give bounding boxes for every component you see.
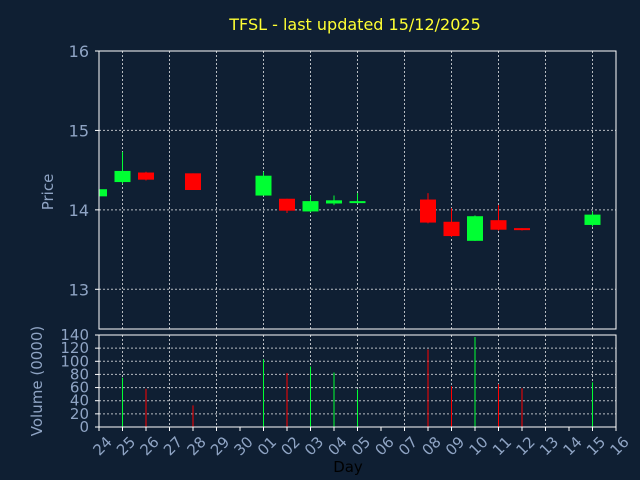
day-tick-label: 25 xyxy=(113,433,139,459)
candle-body xyxy=(99,189,107,197)
price-tick-label: 14 xyxy=(69,201,89,220)
day-tick-label: 10 xyxy=(466,433,492,459)
price-axis-label: Price xyxy=(39,174,57,211)
day-tick-label: 24 xyxy=(90,433,116,459)
price-tick-label: 13 xyxy=(69,280,89,299)
candle-body xyxy=(467,216,483,241)
day-tick-label: 04 xyxy=(325,433,351,459)
volume-tick-label: 20 xyxy=(70,405,89,423)
day-x-ticks: 2425262728293001020304050607080910111213… xyxy=(90,427,633,459)
day-tick-label: 12 xyxy=(513,433,539,459)
candle-body xyxy=(420,199,436,223)
volume-bars xyxy=(122,336,593,427)
candle-body xyxy=(490,220,507,230)
candle-body xyxy=(349,201,366,204)
volume-tick-label: 100 xyxy=(60,352,89,370)
candle-body xyxy=(255,175,272,196)
candle-body xyxy=(114,170,131,183)
day-tick-label: 08 xyxy=(419,433,445,459)
day-tick-label: 02 xyxy=(278,433,304,459)
candle-body xyxy=(584,214,601,225)
day-tick-label: 14 xyxy=(560,433,586,459)
day-tick-label: 05 xyxy=(348,433,374,459)
day-tick-label: 27 xyxy=(160,433,186,459)
candle-body xyxy=(326,200,342,204)
price-panel-frame xyxy=(98,50,617,330)
price-candles xyxy=(98,151,601,241)
price-gridlines xyxy=(99,50,616,329)
candle-body xyxy=(279,198,295,211)
price-y-ticks: 13 14 15 16 xyxy=(69,42,99,299)
day-tick-label: 26 xyxy=(137,433,163,459)
price-tick-label: 15 xyxy=(69,121,89,140)
volume-tick-label: 60 xyxy=(70,379,89,397)
day-tick-label: 01 xyxy=(254,433,280,459)
day-tick-label: 06 xyxy=(372,433,398,459)
volume-tick-label: 40 xyxy=(70,392,89,410)
day-tick-label: 30 xyxy=(231,433,257,459)
price-tick-label: 16 xyxy=(69,42,89,61)
day-tick-label: 29 xyxy=(207,433,233,459)
day-tick-label: 28 xyxy=(184,433,210,459)
candle-body xyxy=(185,173,201,190)
candle-body xyxy=(443,221,460,237)
chart-title: TFSL - last updated 15/12/2025 xyxy=(228,15,481,34)
day-tick-label: 03 xyxy=(301,433,327,459)
day-axis-label: Day xyxy=(333,458,363,476)
volume-tick-label: 80 xyxy=(70,365,89,383)
volume-tick-label: 120 xyxy=(60,339,89,357)
day-tick-label: 11 xyxy=(489,433,515,459)
day-tick-label: 15 xyxy=(583,433,609,459)
volume-axis-label: Volume (0000) xyxy=(28,326,46,436)
day-tick-label: 09 xyxy=(442,433,468,459)
volume-tick-label: 140 xyxy=(60,326,89,344)
candle-body xyxy=(514,228,530,231)
candle-body xyxy=(302,201,319,212)
candle-body xyxy=(138,172,154,180)
volume-tick-label: 0 xyxy=(79,418,89,436)
day-tick-label: 16 xyxy=(607,433,633,459)
day-tick-label: 13 xyxy=(536,433,562,459)
day-tick-label: 07 xyxy=(395,433,421,459)
